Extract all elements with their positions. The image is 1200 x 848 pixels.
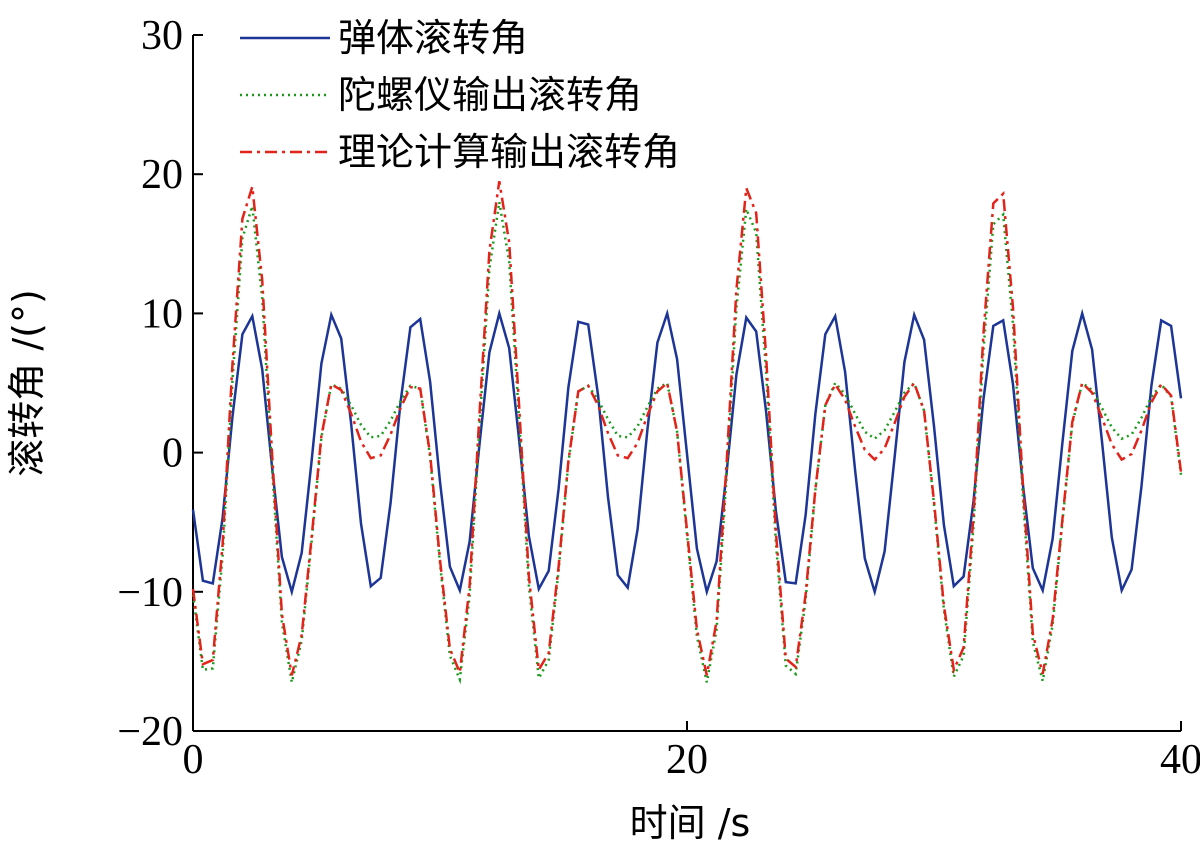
y-axis-label: 滚转角 /(°) xyxy=(5,289,49,477)
series-line xyxy=(191,308,1183,597)
y-tick-label: 30 xyxy=(141,13,183,59)
y-tick-label: −10 xyxy=(117,570,183,616)
x-tick-label: 40 xyxy=(1160,737,1200,783)
series-line xyxy=(191,181,1183,678)
y-tick-label: 0 xyxy=(162,431,183,477)
y-tick-label: 20 xyxy=(141,152,183,198)
x-tick-label: 20 xyxy=(666,737,708,783)
x-tick-label: 0 xyxy=(183,737,204,783)
y-tick-label: −20 xyxy=(117,709,183,755)
y-tick-label: 10 xyxy=(141,291,183,337)
legend-label: 理论计算输出滚转角 xyxy=(338,130,680,174)
x-axis-label: 时间 /s xyxy=(630,801,751,845)
legend-label: 弹体滚转角 xyxy=(338,16,528,60)
legend-label: 陀螺仪输出滚转角 xyxy=(338,73,642,117)
